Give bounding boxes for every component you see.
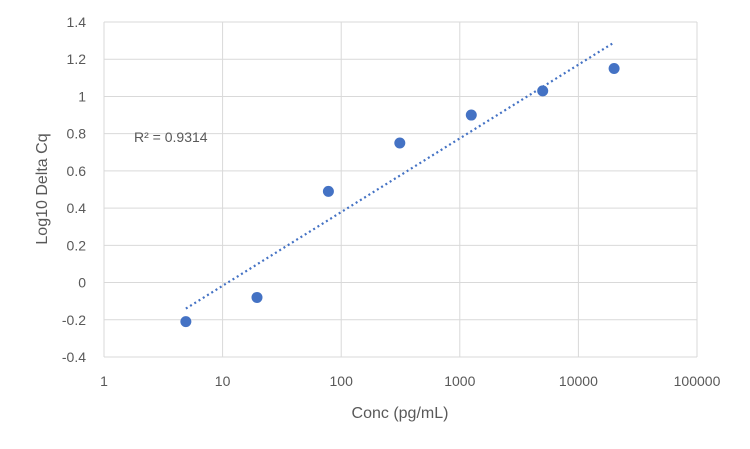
y-axis-title: Log10 Delta Cq	[34, 133, 51, 244]
data-point	[180, 316, 192, 328]
x-tick-label: 10	[215, 373, 231, 389]
y-tick-label: 0.4	[67, 200, 87, 216]
y-tick-label: 0.8	[67, 126, 87, 142]
data-point	[322, 185, 334, 197]
data-point	[465, 109, 477, 121]
data-point	[394, 137, 406, 149]
data-point	[608, 63, 620, 75]
data-point	[537, 85, 549, 97]
r-squared-annotation: R² = 0.9314	[134, 129, 208, 145]
data-point	[251, 291, 263, 303]
y-tick-labels: -0.4 -0.2 0 0.2 0.4 0.6 0.8 1 1.2 1.4	[62, 14, 86, 365]
x-tick-labels: 1 10 100 1000 10000 100000	[100, 373, 720, 389]
grid-lines	[103, 21, 698, 358]
y-tick-label: 1.4	[67, 14, 87, 30]
x-tick-label: 1000	[444, 373, 475, 389]
y-tick-label: 1	[78, 88, 86, 104]
y-tick-label: 0.6	[67, 163, 87, 179]
x-tick-label: 100	[330, 373, 354, 389]
x-axis-title: Conc (pg/mL)	[352, 405, 449, 422]
y-tick-label: 1.2	[67, 51, 87, 67]
y-tick-label: -0.2	[62, 312, 86, 328]
data-points	[180, 63, 620, 328]
y-tick-label: -0.4	[62, 349, 86, 365]
x-tick-label: 100000	[674, 373, 721, 389]
trendline-layer	[185, 41, 615, 310]
y-tick-label: 0.2	[67, 237, 87, 253]
x-tick-label: 1	[100, 373, 108, 389]
x-tick-label: 10000	[559, 373, 598, 389]
trendline	[185, 41, 615, 310]
y-tick-label: 0	[78, 275, 86, 291]
